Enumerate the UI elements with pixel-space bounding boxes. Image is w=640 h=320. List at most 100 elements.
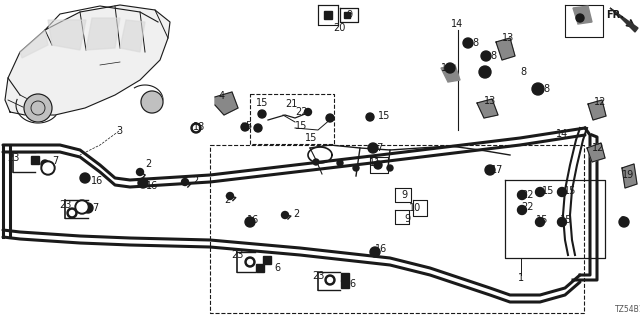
- Polygon shape: [477, 99, 498, 118]
- Text: 23: 23: [312, 271, 324, 281]
- Text: 9: 9: [404, 214, 410, 224]
- Text: 23: 23: [7, 153, 19, 163]
- Text: 13: 13: [484, 96, 496, 106]
- Polygon shape: [588, 100, 606, 120]
- Circle shape: [557, 218, 566, 227]
- Circle shape: [532, 83, 544, 95]
- Circle shape: [258, 110, 266, 118]
- Text: 5: 5: [245, 121, 251, 131]
- Circle shape: [479, 66, 491, 78]
- Text: 22: 22: [521, 202, 533, 212]
- Bar: [324, 11, 332, 19]
- Text: 14: 14: [556, 129, 568, 139]
- Bar: [341, 280, 349, 288]
- Text: 8: 8: [472, 38, 478, 48]
- Circle shape: [485, 165, 495, 175]
- Circle shape: [463, 38, 473, 48]
- Polygon shape: [20, 30, 48, 58]
- Bar: [341, 273, 349, 281]
- Circle shape: [368, 143, 378, 153]
- Circle shape: [374, 161, 382, 169]
- Text: 7: 7: [52, 156, 58, 166]
- Circle shape: [518, 205, 527, 214]
- Circle shape: [536, 218, 545, 227]
- Text: 16: 16: [91, 176, 103, 186]
- Text: 16: 16: [375, 244, 387, 254]
- Text: 16: 16: [146, 181, 158, 191]
- Text: 15: 15: [295, 121, 307, 131]
- Text: 2: 2: [293, 209, 299, 219]
- Polygon shape: [622, 164, 637, 188]
- Text: 9: 9: [401, 190, 407, 200]
- Bar: [263, 256, 271, 264]
- Polygon shape: [587, 143, 605, 162]
- Polygon shape: [48, 20, 86, 50]
- Circle shape: [557, 188, 566, 196]
- Text: 17: 17: [491, 165, 503, 175]
- Text: 20: 20: [333, 23, 345, 33]
- Circle shape: [227, 193, 234, 199]
- Text: 15: 15: [378, 111, 390, 121]
- Circle shape: [77, 202, 87, 212]
- Circle shape: [70, 211, 74, 215]
- Text: 9: 9: [619, 216, 625, 226]
- Polygon shape: [86, 18, 120, 50]
- Text: 23: 23: [231, 250, 243, 260]
- Polygon shape: [5, 5, 170, 115]
- Circle shape: [619, 217, 629, 227]
- Text: 7: 7: [92, 203, 98, 213]
- Circle shape: [67, 208, 77, 218]
- Text: 15: 15: [542, 186, 554, 196]
- Circle shape: [326, 114, 334, 122]
- Text: 23: 23: [59, 200, 71, 210]
- Circle shape: [254, 124, 262, 132]
- Circle shape: [75, 200, 89, 214]
- Text: 4: 4: [219, 91, 225, 101]
- Text: 15: 15: [305, 133, 317, 143]
- Text: 22: 22: [521, 190, 533, 200]
- Circle shape: [248, 260, 253, 265]
- Text: 8: 8: [520, 67, 526, 77]
- Text: 8: 8: [543, 84, 549, 94]
- Text: 15: 15: [536, 215, 548, 225]
- Circle shape: [245, 217, 255, 227]
- Text: 1: 1: [518, 273, 524, 283]
- Text: 12: 12: [592, 143, 604, 153]
- Text: 6: 6: [274, 263, 280, 273]
- Text: 2: 2: [224, 195, 230, 205]
- Polygon shape: [441, 65, 460, 82]
- Circle shape: [245, 257, 255, 267]
- Circle shape: [518, 190, 527, 199]
- Bar: [31, 156, 39, 164]
- Text: FR.: FR.: [606, 10, 624, 20]
- Circle shape: [138, 178, 148, 188]
- Text: 17: 17: [372, 143, 384, 153]
- Circle shape: [241, 123, 249, 131]
- Polygon shape: [120, 20, 145, 52]
- Text: 11: 11: [369, 158, 381, 168]
- Text: 15: 15: [256, 98, 268, 108]
- Circle shape: [325, 275, 335, 285]
- Circle shape: [370, 247, 380, 257]
- Circle shape: [41, 161, 55, 175]
- Text: 22: 22: [296, 107, 308, 117]
- Text: 16: 16: [247, 215, 259, 225]
- Text: 13: 13: [502, 33, 514, 43]
- Text: 14: 14: [441, 63, 453, 73]
- Text: 19: 19: [622, 170, 634, 180]
- Circle shape: [83, 203, 93, 213]
- Circle shape: [328, 277, 333, 283]
- Text: 9: 9: [346, 10, 352, 20]
- Circle shape: [576, 14, 584, 22]
- Circle shape: [387, 165, 393, 171]
- Text: 6: 6: [349, 279, 355, 289]
- Circle shape: [43, 163, 53, 173]
- Circle shape: [41, 160, 49, 168]
- Circle shape: [353, 165, 359, 171]
- Polygon shape: [610, 8, 638, 32]
- Text: 3: 3: [116, 126, 122, 136]
- Circle shape: [193, 125, 198, 131]
- Text: 14: 14: [451, 19, 463, 29]
- Circle shape: [337, 160, 343, 166]
- Circle shape: [305, 108, 312, 116]
